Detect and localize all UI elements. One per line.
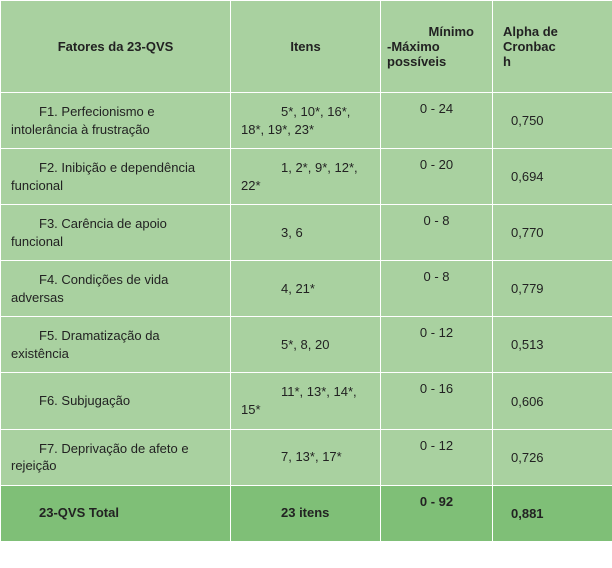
col-minmax: Mínimo -Máximo possíveis — [381, 1, 493, 93]
items-l1: 3, 6 — [241, 225, 303, 240]
qvs-factors-table: Fatores da 23-QVS Itens Mínimo -Máximo p… — [0, 0, 612, 542]
factor-l2: intolerância à frustração — [11, 122, 150, 137]
factor-l1: F2. Inibição e dependência — [11, 160, 195, 175]
items-cell: 5*, 10*, 16*, 18*, 19*, 23* — [231, 93, 381, 149]
factor-l1: F5. Dramatização da — [11, 328, 160, 343]
factor-l1: F3. Carência de apoio — [11, 216, 167, 231]
col-minmax-l3: possíveis — [387, 54, 484, 69]
items-l1: 4, 21* — [241, 281, 315, 296]
col-minmax-l2: -Máximo — [387, 39, 484, 54]
factor-l2: funcional — [11, 234, 63, 249]
range-cell: 0 - 12 — [381, 429, 493, 485]
total-items-label: 23 itens — [241, 505, 329, 520]
table-row: F3. Carência de apoio funcional 3, 6 0 - … — [1, 205, 612, 261]
factor-cell: F1. Perfecionismo e intolerância à frust… — [1, 93, 231, 149]
items-l1: 7, 13*, 17* — [241, 449, 342, 464]
col-items-label: Itens — [239, 39, 372, 54]
alpha-cell: 0,694 — [493, 149, 612, 205]
header-row: Fatores da 23-QVS Itens Mínimo -Máximo p… — [1, 1, 612, 93]
table-row: F5. Dramatização daexistência 5*, 8, 20 … — [1, 317, 612, 373]
table-row: F6. Subjugação 11*, 13*, 14*,15* 0 - 16 … — [1, 373, 612, 429]
alpha-cell: 0,726 — [493, 429, 612, 485]
items-l1: 11*, 13*, 14*, — [241, 384, 357, 399]
col-minmax-l1: Mínimo — [387, 24, 484, 39]
items-l1: 5*, 8, 20 — [241, 337, 329, 352]
alpha-cell: 0,770 — [493, 205, 612, 261]
alpha-cell: 0,750 — [493, 93, 612, 149]
items-l1: 5*, 10*, 16*, — [241, 104, 350, 119]
factor-l2: existência — [11, 346, 69, 361]
total-row: 23-QVS Total 23 itens 0 - 92 0,881 — [1, 485, 612, 541]
col-alpha: Alpha de Cronbac h — [493, 1, 612, 93]
items-l2: 22* — [241, 178, 261, 193]
items-l1: 1, 2*, 9*, 12*, — [241, 160, 358, 175]
total-factor: 23-QVS Total — [1, 485, 231, 541]
range-cell: 0 - 20 — [381, 149, 493, 205]
total-factor-label: 23-QVS Total — [11, 505, 119, 520]
range-cell: 0 - 8 — [381, 205, 493, 261]
table-row: F2. Inibição e dependência funcional 1, 2… — [1, 149, 612, 205]
col-items: Itens — [231, 1, 381, 93]
col-alpha-l1: Alpha de — [503, 24, 604, 39]
range-cell: 0 - 12 — [381, 317, 493, 373]
factor-l1: F1. Perfecionismo e — [11, 104, 155, 119]
factor-l1: F6. Subjugação — [11, 393, 130, 408]
factor-l1: F4. Condições de vida adversas — [11, 272, 168, 305]
factor-l2: funcional — [11, 178, 63, 193]
table-body: F1. Perfecionismo e intolerância à frust… — [1, 93, 612, 542]
items-l2: 18*, 19*, 23* — [241, 122, 314, 137]
table-row: F1. Perfecionismo e intolerância à frust… — [1, 93, 612, 149]
range-cell: 0 - 24 — [381, 93, 493, 149]
alpha-cell: 0,606 — [493, 373, 612, 429]
footnote — [0, 542, 612, 546]
col-factors-label: Fatores da 23-QVS — [9, 39, 222, 54]
items-l2: 15* — [241, 402, 261, 417]
table-row: F4. Condições de vida adversas 4, 21* 0 … — [1, 261, 612, 317]
alpha-cell: 0,513 — [493, 317, 612, 373]
range-cell: 0 - 16 — [381, 373, 493, 429]
factor-l2: rejeição — [11, 458, 57, 473]
total-range: 0 - 92 — [381, 485, 493, 541]
alpha-cell: 0,779 — [493, 261, 612, 317]
col-alpha-l2: Cronbac — [503, 39, 604, 54]
total-alpha: 0,881 — [493, 485, 612, 541]
factor-l1: F7. Deprivação de afeto e — [11, 441, 189, 456]
total-items: 23 itens — [231, 485, 381, 541]
col-alpha-l3: h — [503, 54, 604, 69]
range-cell: 0 - 8 — [381, 261, 493, 317]
table-row: F7. Deprivação de afeto e rejeição 7, 13*… — [1, 429, 612, 485]
col-factors: Fatores da 23-QVS — [1, 1, 231, 93]
